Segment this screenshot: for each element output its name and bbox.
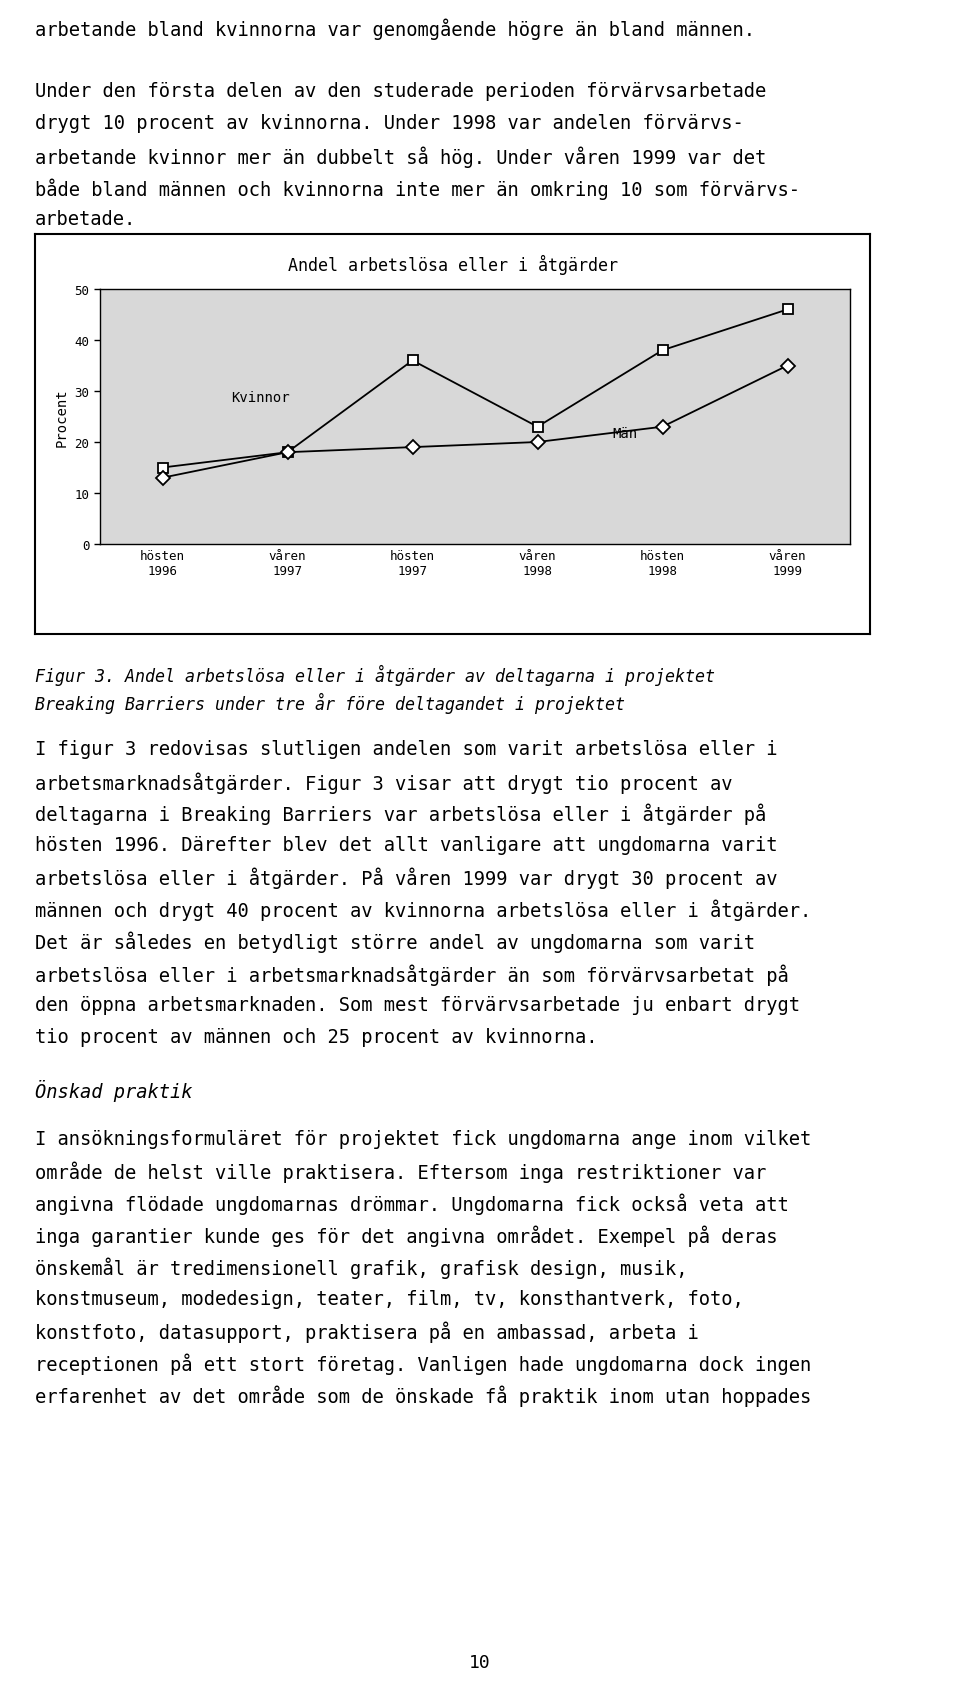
Text: arbetande bland kvinnorna var genomgående högre än bland männen.: arbetande bland kvinnorna var genomgåend… xyxy=(35,19,755,39)
Text: Figur 3. Andel arbetslösa eller i åtgärder av deltagarna i projektet: Figur 3. Andel arbetslösa eller i åtgärd… xyxy=(35,664,715,686)
Text: Män: Män xyxy=(612,427,637,441)
Text: konstfoto, datasupport, praktisera på en ambassad, arbeta i: konstfoto, datasupport, praktisera på en… xyxy=(35,1321,699,1343)
Text: tio procent av männen och 25 procent av kvinnorna.: tio procent av männen och 25 procent av … xyxy=(35,1027,597,1047)
Text: erfarenhet av det område som de önskade få praktik inom utan hoppades: erfarenhet av det område som de önskade … xyxy=(35,1385,811,1407)
Text: angivna flödade ungdomarnas drömmar. Ungdomarna fick också veta att: angivna flödade ungdomarnas drömmar. Ung… xyxy=(35,1194,789,1214)
Text: arbetslösa eller i arbetsmarknadsåtgärder än som förvärvsarbetat på: arbetslösa eller i arbetsmarknadsåtgärde… xyxy=(35,963,789,985)
Text: Kvinnor: Kvinnor xyxy=(231,390,290,405)
Text: Under den första delen av den studerade perioden förvärvsarbetade: Under den första delen av den studerade … xyxy=(35,83,766,101)
Y-axis label: Procent: Procent xyxy=(55,388,69,446)
Text: den öppna arbetsmarknaden. Som mest förvärvsarbetade ju enbart drygt: den öppna arbetsmarknaden. Som mest förv… xyxy=(35,995,800,1015)
Text: receptionen på ett stort företag. Vanligen hade ungdomarna dock ingen: receptionen på ett stort företag. Vanlig… xyxy=(35,1353,811,1375)
Text: Det är således en betydligt större andel av ungdomarna som varit: Det är således en betydligt större andel… xyxy=(35,931,755,953)
Text: I ansökningsformuläret för projektet fick ungdomarna ange inom vilket: I ansökningsformuläret för projektet fic… xyxy=(35,1130,811,1149)
Text: männen och drygt 40 procent av kvinnorna arbetslösa eller i åtgärder.: männen och drygt 40 procent av kvinnorna… xyxy=(35,900,811,921)
Text: Breaking Barriers under tre år före deltagandet i projektet: Breaking Barriers under tre år före delt… xyxy=(35,692,625,714)
Text: område de helst ville praktisera. Eftersom inga restriktioner var: område de helst ville praktisera. Efters… xyxy=(35,1162,766,1182)
Text: drygt 10 procent av kvinnorna. Under 1998 var andelen förvärvs-: drygt 10 procent av kvinnorna. Under 199… xyxy=(35,113,744,133)
Text: Önskad praktik: Önskad praktik xyxy=(35,1079,193,1101)
Text: inga garantier kunde ges för det angivna området. Exempel på deras: inga garantier kunde ges för det angivna… xyxy=(35,1225,778,1246)
Text: Andel arbetslösa eller i åtgärder: Andel arbetslösa eller i åtgärder xyxy=(287,255,617,275)
Text: deltagarna i Breaking Barriers var arbetslösa eller i åtgärder på: deltagarna i Breaking Barriers var arbet… xyxy=(35,804,766,824)
Text: arbetande kvinnor mer än dubbelt så hög. Under våren 1999 var det: arbetande kvinnor mer än dubbelt så hög.… xyxy=(35,145,766,167)
Text: arbetsmarknadsåtgärder. Figur 3 visar att drygt tio procent av: arbetsmarknadsåtgärder. Figur 3 visar at… xyxy=(35,772,732,794)
Text: I figur 3 redovisas slutligen andelen som varit arbetslösa eller i: I figur 3 redovisas slutligen andelen so… xyxy=(35,740,778,758)
Text: 10: 10 xyxy=(469,1654,491,1670)
Text: både bland männen och kvinnorna inte mer än omkring 10 som förvärvs-: både bland männen och kvinnorna inte mer… xyxy=(35,177,800,199)
Text: arbetslösa eller i åtgärder. På våren 1999 var drygt 30 procent av: arbetslösa eller i åtgärder. På våren 19… xyxy=(35,868,778,888)
Text: arbetade.: arbetade. xyxy=(35,209,136,230)
Text: hösten 1996. Därefter blev det allt vanligare att ungdomarna varit: hösten 1996. Därefter blev det allt vanl… xyxy=(35,836,778,855)
Text: önskemål är tredimensionell grafik, grafisk design, musik,: önskemål är tredimensionell grafik, graf… xyxy=(35,1257,687,1279)
Text: konstmuseum, modedesign, teater, film, tv, konsthantverk, foto,: konstmuseum, modedesign, teater, film, t… xyxy=(35,1289,744,1309)
